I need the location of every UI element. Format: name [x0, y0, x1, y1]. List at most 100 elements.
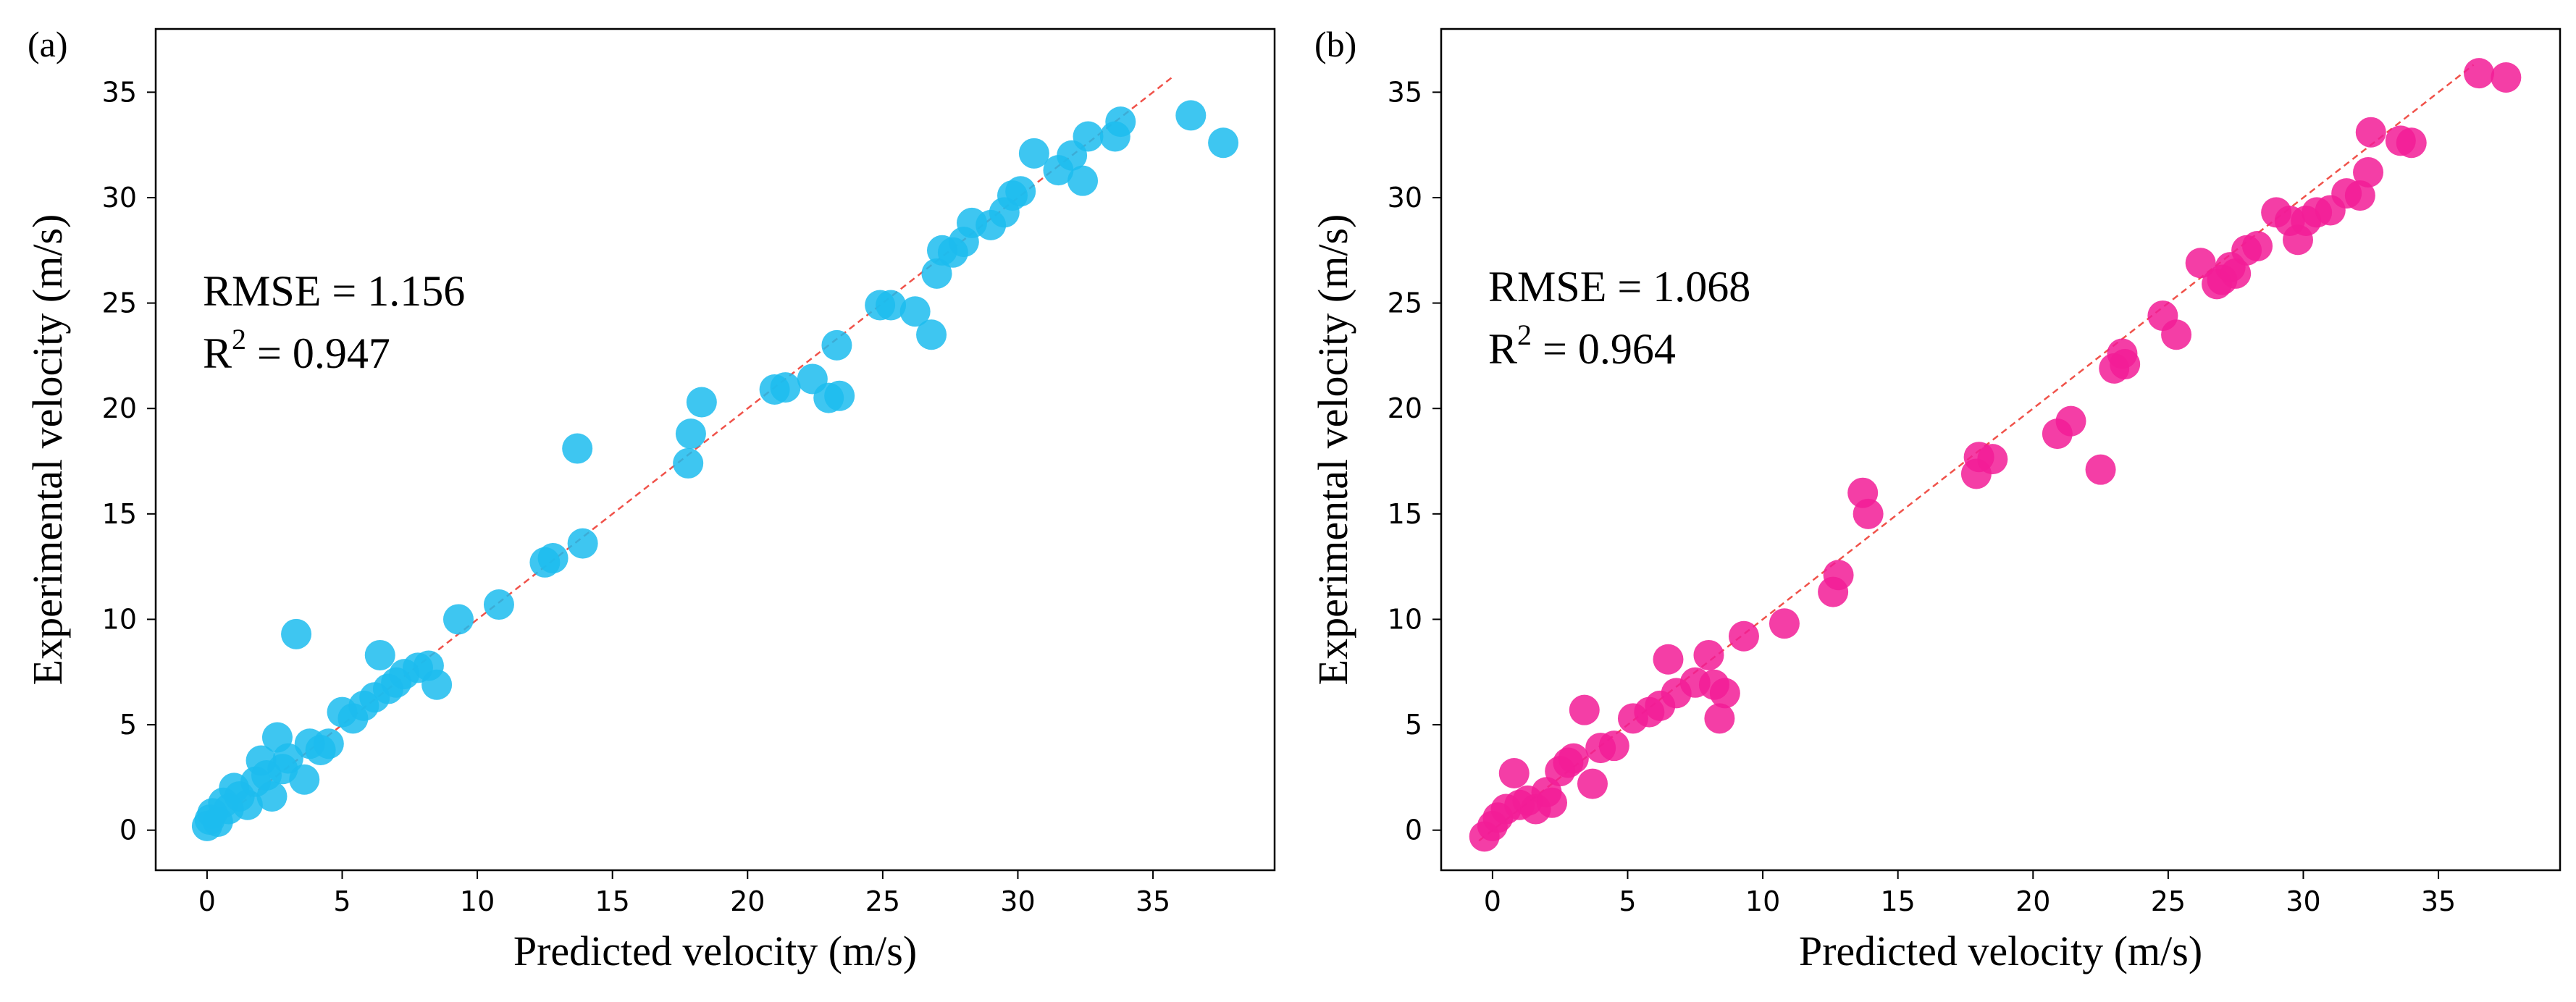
r2-annotation: R2 = 0.964	[1488, 319, 1676, 373]
r2-superscript: 2	[232, 323, 246, 355]
data-point	[2161, 319, 2192, 350]
data-point	[2491, 62, 2522, 93]
x-tick-label: 15	[1881, 885, 1916, 917]
data-point	[770, 372, 801, 403]
data-point	[1653, 644, 1684, 675]
x-tick-label: 35	[1136, 885, 1170, 917]
y-tick-label: 15	[1388, 498, 1422, 530]
data-point	[1853, 498, 1884, 529]
x-tick-label: 25	[2151, 885, 2186, 917]
data-point	[364, 639, 395, 670]
data-point	[673, 447, 704, 479]
r2-base: R	[1488, 325, 1517, 373]
r2-annotation: R2 = 0.947	[203, 323, 390, 377]
ticks: 0 5 10 15 20 25 30 35 0 5 10 15 20 25 30 35	[1388, 76, 2457, 917]
panel-label: (b)	[1314, 24, 1356, 64]
data-point	[2353, 157, 2384, 188]
x-tick-label: 30	[2286, 885, 2320, 917]
x-tick-label: 15	[595, 885, 630, 917]
y-tick-label: 0	[119, 814, 137, 846]
x-tick-label: 10	[460, 885, 495, 917]
data-point	[483, 589, 514, 620]
x-tick-label: 0	[1484, 885, 1501, 917]
y-tick-label: 5	[119, 709, 137, 741]
x-tick-label: 10	[1745, 885, 1780, 917]
r2-value: = 0.947	[246, 329, 390, 377]
data-point	[1067, 165, 1099, 196]
data-point	[675, 418, 706, 450]
y-tick-label: 0	[1405, 814, 1422, 846]
y-tick-label: 30	[102, 182, 137, 214]
data-point	[2355, 117, 2386, 148]
y-tick-label: 20	[1388, 392, 1422, 424]
data-point	[876, 290, 907, 321]
rmse-annotation: RMSE = 1.156	[203, 267, 465, 315]
x-tick-label: 5	[333, 885, 351, 917]
data-point	[1709, 678, 1740, 709]
data-point	[916, 319, 947, 350]
data-point	[272, 743, 303, 774]
data-point	[2055, 405, 2086, 437]
x-axis-title: Predicted velocity (m/s)	[513, 927, 917, 974]
data-point	[232, 789, 263, 820]
y-tick-label: 25	[1388, 287, 1422, 319]
x-tick-label: 20	[730, 885, 765, 917]
y-tick-label: 35	[1388, 76, 1422, 108]
data-point	[2242, 230, 2273, 261]
y-tick-label: 10	[1388, 603, 1422, 635]
panel-label: (a)	[28, 24, 68, 64]
data-point	[1823, 560, 1854, 591]
y-axis-title: Experimental velocity (m/s)	[24, 214, 71, 686]
data-point	[1704, 703, 1735, 734]
x-tick-label: 0	[198, 885, 216, 917]
data-point	[821, 329, 852, 361]
ticks: 0 5 10 15 20 25 30 35 0 5 10 15 20 25 30 35	[102, 76, 1171, 917]
data-point	[1558, 743, 1589, 774]
data-point	[1208, 127, 1239, 159]
y-axis-title: Experimental velocity (m/s)	[1309, 214, 1356, 686]
data-point	[2185, 248, 2216, 279]
points	[191, 100, 1239, 841]
data-point	[289, 764, 320, 795]
data-point	[2344, 180, 2375, 211]
rmse-annotation: RMSE = 1.068	[1488, 263, 1750, 311]
data-point	[2464, 58, 2495, 89]
data-point	[1018, 138, 1049, 169]
data-point	[2085, 454, 2116, 485]
r2-value: = 0.964	[1532, 325, 1676, 373]
data-point	[537, 542, 569, 573]
plot-frame	[154, 28, 1276, 872]
data-point	[1693, 639, 1724, 670]
y-tick-label: 15	[102, 498, 137, 530]
data-point	[1569, 694, 1600, 725]
points	[1469, 58, 2522, 852]
data-point	[1175, 100, 1207, 131]
y-tick-label: 10	[102, 603, 137, 635]
y-tick-label: 25	[102, 287, 137, 319]
y-tick-label: 20	[102, 392, 137, 424]
x-tick-label: 30	[1000, 885, 1035, 917]
data-point	[1769, 608, 1800, 639]
plot-frame	[1440, 28, 2562, 872]
data-point	[1073, 121, 1104, 152]
x-tick-label: 35	[2421, 885, 2456, 917]
panel-a: (a) 0 5 10 15 20 25 30 35 0 5 10 15 20 25 30 35 RMSE = …	[24, 24, 1276, 974]
data-point	[562, 433, 593, 464]
y-tick-label: 35	[102, 76, 137, 108]
panel-b: (b) 0 5 10 15 20 25 30 35 0 5 10 15 20 25 30 35 RMSE = …	[1309, 24, 2562, 974]
data-point	[281, 618, 312, 649]
y-tick-label: 30	[1388, 182, 1422, 214]
r2-base: R	[203, 329, 232, 377]
data-point	[1598, 731, 1629, 762]
data-point	[313, 728, 344, 759]
data-point	[921, 258, 952, 289]
x-tick-label: 5	[1619, 885, 1636, 917]
data-point	[442, 604, 474, 635]
data-point	[1537, 787, 1568, 818]
data-point	[1728, 620, 1759, 652]
y-tick-label: 5	[1405, 709, 1422, 741]
data-point	[1577, 768, 1608, 799]
data-point	[2220, 258, 2252, 289]
